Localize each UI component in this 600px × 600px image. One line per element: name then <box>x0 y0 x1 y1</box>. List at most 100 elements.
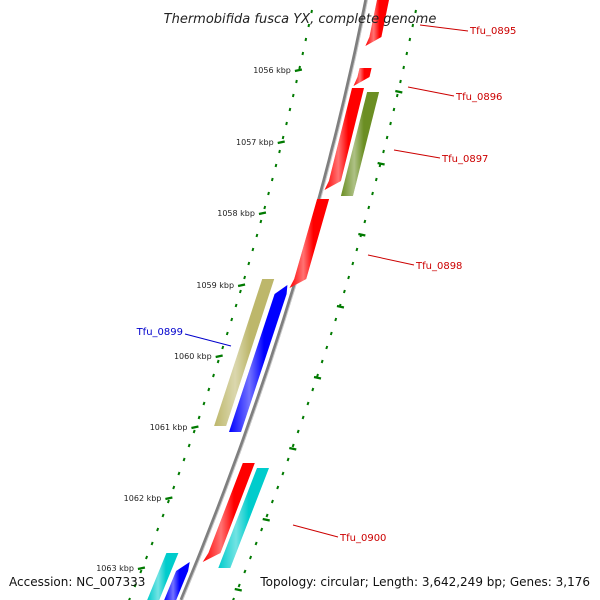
ring-dot <box>382 149 385 154</box>
ring-dot <box>259 219 263 224</box>
accession-text: Accession: NC_007333 <box>9 575 145 589</box>
ring-dot <box>225 331 229 336</box>
ring-dot <box>291 93 295 98</box>
ring-dot <box>329 331 333 336</box>
kbp-tick-mark <box>191 425 199 430</box>
ring-dot <box>334 317 338 322</box>
kbp-tick-mark <box>237 283 246 288</box>
ring-dot <box>399 79 402 84</box>
kbp-ticks: 1056 kbp 1057 kbp 1058 kbp 1059 kbp 1060 kbp… <box>96 66 403 592</box>
kbp-tick-mark <box>137 566 146 571</box>
ring-dot <box>355 247 359 252</box>
gene-arrow-shading <box>218 468 269 568</box>
kbp-tick-mark <box>165 496 173 501</box>
gene-arrow-shading <box>340 92 380 196</box>
gene-leader-line <box>292 524 339 538</box>
kbp-tick-mark <box>258 211 267 216</box>
gene-label-tfu_0897[interactable]: Tfu_0897 <box>441 154 488 165</box>
gene-labels: Tfu_0895 Tfu_0896 Tfu_0897 Tfu_0898 Tfu_0899… <box>136 24 516 544</box>
ring-dot <box>192 429 196 434</box>
ring-dot <box>221 345 225 350</box>
ring-dot <box>363 219 367 224</box>
gene-arrow-shading <box>147 553 179 600</box>
ring-dot <box>161 513 165 518</box>
ring-dot <box>265 513 269 518</box>
ring-dot <box>237 583 241 588</box>
ring-dot <box>187 443 191 448</box>
gene-label-tfu_0896[interactable]: Tfu_0896 <box>455 92 502 103</box>
kbp-tick-mark <box>395 89 403 94</box>
ring-dot <box>247 261 251 266</box>
genome-backbone <box>179 0 368 600</box>
ring-dot <box>316 373 319 378</box>
gene-arrow-shading <box>289 199 330 288</box>
ring-dot <box>310 9 313 14</box>
kbp-tick-label: 1063 kbp <box>96 564 134 573</box>
ring-dot <box>150 541 154 546</box>
ring-dot <box>320 359 324 364</box>
ring-dot <box>281 135 285 140</box>
ring-dot <box>207 387 211 392</box>
ring-dot <box>270 499 274 504</box>
ring-dot <box>414 9 417 14</box>
gene-label-tfu_0900[interactable]: Tfu_0900 <box>339 533 386 544</box>
ring-dot <box>296 429 300 434</box>
gene-label-tfu_0899[interactable]: Tfu_0899 <box>136 327 183 338</box>
ring-dot <box>260 527 264 532</box>
kbp-tick-label: 1059 kbp <box>196 281 234 290</box>
ring-dot <box>274 163 278 168</box>
ring-dot <box>238 289 242 294</box>
ring-dot <box>325 345 329 350</box>
ring-dot <box>172 485 176 490</box>
ring-dot <box>371 191 374 196</box>
ring-dot <box>243 275 247 280</box>
ring-dot <box>311 387 315 392</box>
gene-leader-line <box>407 86 455 97</box>
ring-dot <box>374 177 378 182</box>
ring-dot <box>295 79 298 84</box>
ring-dot <box>251 247 255 252</box>
gene-leader-line <box>184 333 232 347</box>
ring-dot <box>291 443 295 448</box>
ring-dot <box>385 135 389 140</box>
ring-dot <box>230 317 234 322</box>
ring-dot <box>285 121 288 126</box>
ring-dot <box>395 93 399 98</box>
kbp-tick-mark <box>289 446 297 451</box>
kbp-tick-mark <box>277 140 285 145</box>
ring-dot <box>411 23 415 28</box>
ring-dot <box>389 121 392 126</box>
ring-dot <box>301 51 305 56</box>
ring-dot <box>304 37 308 42</box>
kbp-tick-mark <box>262 517 270 522</box>
gene-arrow-shading <box>214 279 275 426</box>
inner-dotted-ring <box>128 9 313 600</box>
ring-dot <box>139 569 143 574</box>
ring-dot <box>156 527 160 532</box>
kbp-tick-mark <box>215 354 223 359</box>
gene-arrow-shading <box>164 562 190 600</box>
kbp-tick-label: 1058 kbp <box>217 209 255 218</box>
ring-dot <box>367 205 371 210</box>
ring-dot <box>267 191 270 196</box>
ring-dot <box>402 65 405 70</box>
gene-arrow-shading <box>365 0 389 46</box>
ring-dot <box>307 23 311 28</box>
gene-leader-line <box>419 24 469 32</box>
ring-dot <box>342 289 346 294</box>
gene-label-tfu_0895[interactable]: Tfu_0895 <box>469 26 516 37</box>
ring-dot <box>202 401 206 406</box>
outer-dotted-ring <box>232 9 417 600</box>
ring-dot <box>408 37 412 42</box>
ring-dot <box>270 177 274 182</box>
kbp-tick-label: 1062 kbp <box>124 494 162 503</box>
ring-dot <box>255 233 259 238</box>
ring-dot <box>392 107 396 112</box>
kbp-tick-label: 1061 kbp <box>150 423 188 432</box>
ring-dot <box>286 457 290 462</box>
ring-dot <box>182 457 186 462</box>
kbp-tick-label: 1060 kbp <box>174 352 212 361</box>
ring-dot <box>234 303 238 308</box>
gene-label-tfu_0898[interactable]: Tfu_0898 <box>415 261 462 272</box>
